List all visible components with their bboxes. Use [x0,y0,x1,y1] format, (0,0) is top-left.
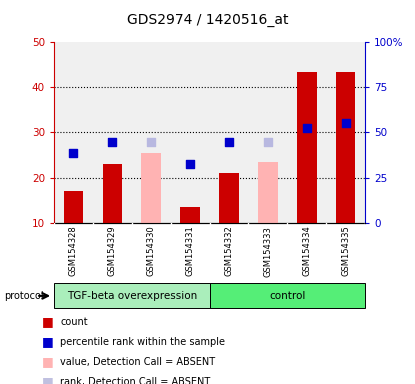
Bar [181,207,200,223]
Bar [219,173,239,223]
Bar [258,162,278,223]
Text: TGF-beta overexpression: TGF-beta overexpression [67,291,197,301]
Text: GSM154330: GSM154330 [147,226,156,276]
Text: GSM154332: GSM154332 [225,226,234,276]
Text: control: control [269,291,305,301]
Bar [336,71,356,223]
Text: GSM154328: GSM154328 [69,226,78,276]
Bar [54,283,210,308]
Text: protocol: protocol [4,291,44,301]
Bar [63,191,83,223]
Point [303,125,310,131]
Text: GSM154334: GSM154334 [303,226,311,276]
Point [342,120,349,126]
Text: GSM154331: GSM154331 [186,226,195,276]
Text: GSM154335: GSM154335 [341,226,350,276]
Point [226,138,232,144]
Text: GSM154329: GSM154329 [108,226,117,276]
Text: ■: ■ [42,375,53,384]
Bar [142,153,161,223]
Text: GSM154333: GSM154333 [264,226,272,276]
Text: count: count [60,317,88,327]
Point [265,138,271,144]
Point [187,161,193,167]
Point [70,150,77,156]
Text: ■: ■ [42,335,53,348]
Text: ■: ■ [42,355,53,368]
Text: percentile rank within the sample: percentile rank within the sample [60,337,225,347]
Bar [103,164,122,223]
Text: ■: ■ [42,315,53,328]
Point [109,138,116,144]
Text: value, Detection Call = ABSENT: value, Detection Call = ABSENT [60,357,215,367]
Text: GDS2974 / 1420516_at: GDS2974 / 1420516_at [127,13,288,27]
Bar [297,71,317,223]
Point [148,138,154,144]
Bar [210,283,365,308]
Text: rank, Detection Call = ABSENT: rank, Detection Call = ABSENT [60,377,210,384]
